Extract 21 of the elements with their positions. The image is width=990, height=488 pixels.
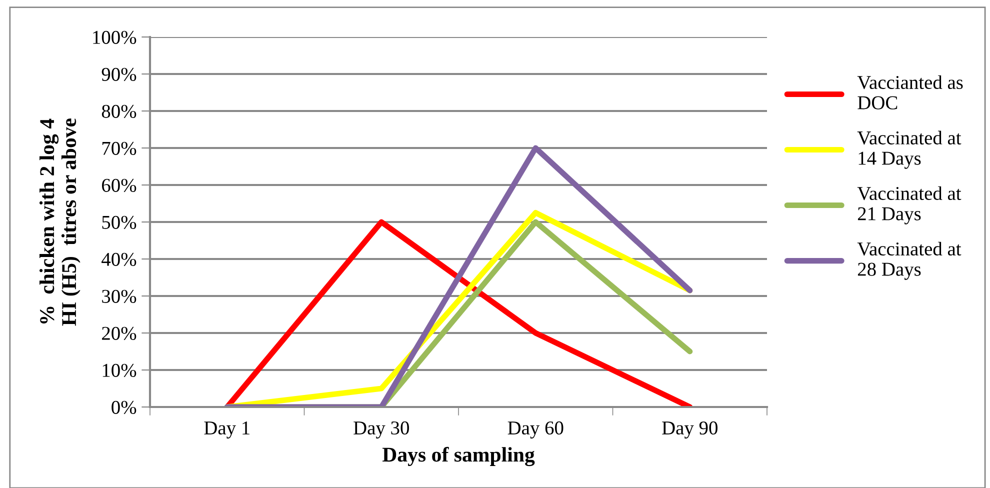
y-tick-label: 40% bbox=[102, 252, 136, 266]
legend-label: Vaccinated at 21 Days bbox=[857, 186, 962, 224]
legend-label: Vaccinated at 28 Days bbox=[857, 242, 962, 280]
y-tick-label: 70% bbox=[102, 142, 136, 155]
y-tick-label: 90% bbox=[102, 68, 136, 81]
y-tick-label: 0% bbox=[112, 400, 136, 414]
legend-label: Vaccinated at 14 Days bbox=[857, 130, 962, 169]
x-tick-label: Day 90 bbox=[662, 421, 718, 439]
legend-label: Vaccianted as DOC bbox=[857, 75, 963, 110]
x-axis-title: Days of sampling bbox=[382, 446, 535, 466]
y-tick-label: 80% bbox=[102, 104, 136, 118]
x-tick-label: Day 60 bbox=[508, 421, 564, 439]
x-tick-label: Day 30 bbox=[354, 421, 409, 439]
y-tick-label: 30% bbox=[102, 290, 136, 303]
y-axis-title: % chicken with 2 log 4 HI (H5) titres or above bbox=[39, 118, 80, 326]
y-tick-label: 100% bbox=[93, 30, 136, 44]
x-tick-label: Day 1 bbox=[204, 421, 250, 439]
y-tick-label: 20% bbox=[102, 326, 136, 340]
y-tick-label: 60% bbox=[102, 178, 136, 192]
y-tick-label: 10% bbox=[102, 364, 136, 377]
y-tick-label: 50% bbox=[102, 216, 136, 229]
